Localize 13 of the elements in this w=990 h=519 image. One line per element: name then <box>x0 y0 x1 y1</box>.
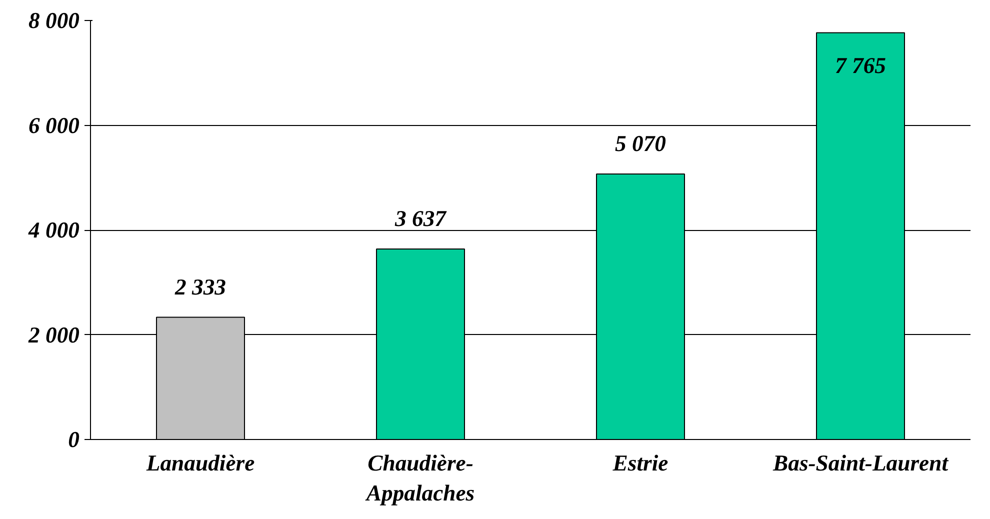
x-tick-label: Estrie <box>612 450 668 476</box>
data-label: 2 333 <box>174 274 226 300</box>
data-label: 3 637 <box>394 206 448 232</box>
y-tick-label: 4 000 <box>28 218 80 242</box>
x-tick-label: Chaudière- Appalaches <box>364 450 475 506</box>
data-label: 7 765 <box>835 52 886 78</box>
x-tick-label: Lanaudière <box>145 450 255 476</box>
y-tick-label: 8 000 <box>28 8 80 33</box>
y-tick-label: 0 <box>68 427 80 452</box>
x-tick-label: Bas-Saint-Laurent <box>772 450 949 476</box>
y-tick-label: 2 000 <box>28 322 80 348</box>
data-label: 5 070 <box>615 130 666 156</box>
y-tick-label: 6 000 <box>28 112 80 138</box>
